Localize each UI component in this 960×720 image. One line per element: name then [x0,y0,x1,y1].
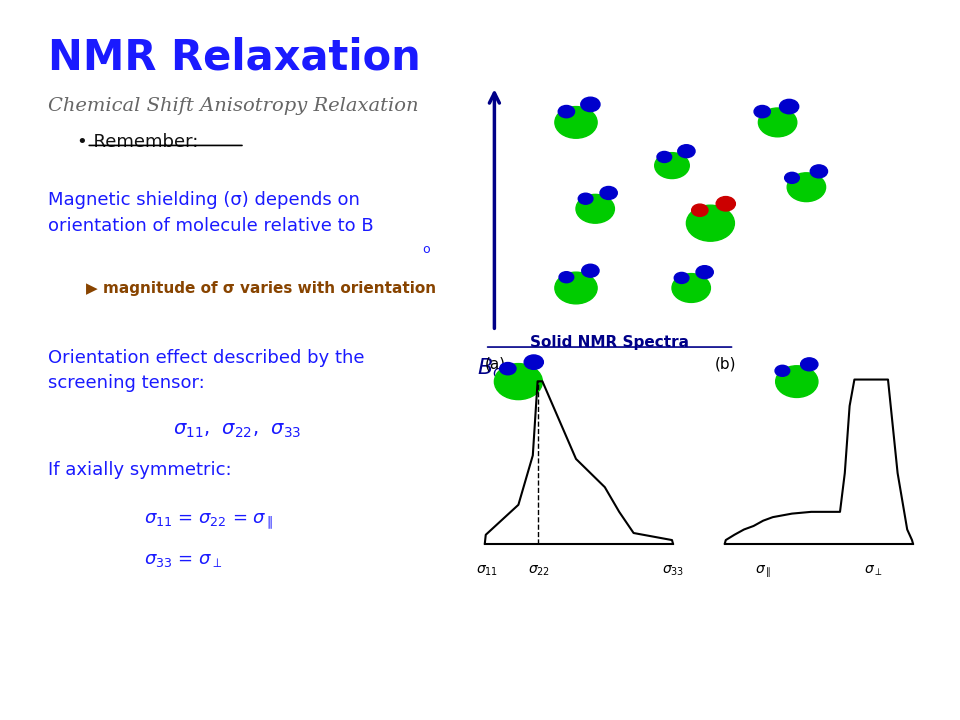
Circle shape [499,362,516,374]
Text: If axially symmetric:: If axially symmetric: [48,461,231,479]
Text: $\sigma_{11}$ = $\sigma_{22}$ = $\sigma_{\parallel}$: $\sigma_{11}$ = $\sigma_{22}$ = $\sigma_… [144,511,274,531]
Text: $B_o$: $B_o$ [477,356,503,380]
Circle shape [787,173,826,202]
Circle shape [555,272,597,304]
Text: $\sigma_{33}$: $\sigma_{33}$ [661,564,684,578]
Circle shape [691,204,708,217]
Circle shape [494,364,542,400]
Text: Orientation effect described by the
screening tensor:: Orientation effect described by the scre… [48,349,365,392]
Circle shape [696,266,713,279]
Circle shape [559,271,574,283]
Text: (a): (a) [485,356,506,372]
Circle shape [716,197,735,211]
Circle shape [672,274,710,302]
Text: (b): (b) [715,356,736,372]
Text: Solid NMR Spectra: Solid NMR Spectra [530,335,689,350]
Circle shape [776,366,818,397]
Circle shape [678,145,695,158]
Text: $\sigma_{\perp}$: $\sigma_{\perp}$ [864,564,883,578]
Text: $\sigma_{11}$: $\sigma_{11}$ [475,564,498,578]
Text: $\sigma_{11}$,  $\sigma_{22}$,  $\sigma_{33}$: $\sigma_{11}$, $\sigma_{22}$, $\sigma_{3… [173,421,301,440]
Circle shape [755,105,771,117]
Circle shape [775,365,790,377]
Circle shape [576,194,614,223]
Circle shape [555,107,597,138]
Circle shape [758,108,797,137]
Circle shape [801,358,818,371]
Circle shape [582,264,599,277]
Circle shape [578,193,593,204]
Text: $\sigma_{\parallel}$: $\sigma_{\parallel}$ [756,564,771,580]
Text: NMR Relaxation: NMR Relaxation [48,36,420,78]
Circle shape [674,272,689,284]
Circle shape [780,99,799,114]
Circle shape [810,165,828,178]
Text: $\sigma_{33}$ = $\sigma_{\perp}$: $\sigma_{33}$ = $\sigma_{\perp}$ [144,551,223,569]
Text: o: o [422,243,430,256]
Circle shape [600,186,617,199]
Circle shape [686,205,734,241]
Text: $\sigma_{22}$: $\sigma_{22}$ [528,564,551,578]
Text: Magnetic shielding (σ) depends on
orientation of molecule relative to B: Magnetic shielding (σ) depends on orient… [48,191,373,235]
Circle shape [559,105,574,117]
Circle shape [655,153,689,179]
Text: • Remember:: • Remember: [77,133,198,151]
Circle shape [657,151,672,163]
Circle shape [784,172,800,184]
Circle shape [524,355,543,369]
Text: Chemical Shift Anisotropy Relaxation: Chemical Shift Anisotropy Relaxation [48,97,419,115]
Text: ▶ magnitude of σ varies with orientation: ▶ magnitude of σ varies with orientation [86,281,437,296]
Circle shape [581,97,600,112]
